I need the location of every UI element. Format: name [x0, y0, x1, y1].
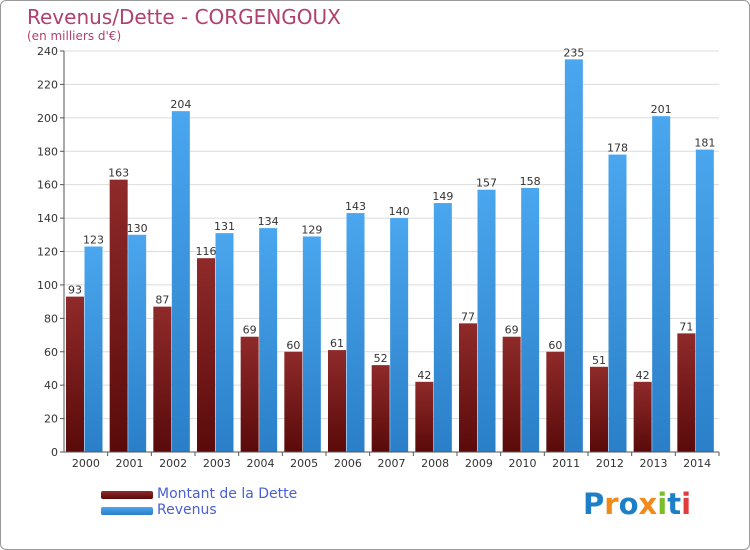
y-tick-label: 200 — [37, 112, 58, 125]
x-tick-label: 2009 — [465, 457, 493, 470]
chart-title: Revenus/Dette - CORGENGOUX — [27, 5, 341, 29]
legend-label-revenue: Revenus — [157, 502, 217, 518]
x-tick-label: 2002 — [159, 457, 187, 470]
x-tick-label: 2011 — [552, 457, 580, 470]
data-label-revenue: 178 — [607, 142, 628, 155]
legend-swatch-debt — [101, 491, 153, 499]
bar-revenue — [171, 111, 190, 453]
bar-debt — [415, 381, 434, 452]
bar-revenue — [390, 218, 409, 452]
x-tick-label: 2008 — [421, 457, 449, 470]
y-tick-label: 140 — [37, 212, 58, 225]
bar-revenue — [128, 234, 147, 452]
bar-revenue — [652, 116, 671, 452]
data-label-revenue: 181 — [694, 137, 715, 150]
legend-swatch-revenue — [101, 507, 153, 515]
data-label-revenue: 158 — [520, 175, 541, 188]
bar-revenue — [477, 189, 496, 452]
data-label-revenue: 235 — [563, 46, 584, 59]
bar-debt — [197, 258, 215, 452]
data-label-revenue: 157 — [476, 177, 497, 190]
y-tick-label: 40 — [44, 379, 58, 392]
data-label-debt: 61 — [330, 337, 344, 350]
data-label-debt: 69 — [505, 324, 519, 337]
bar-revenue — [346, 213, 365, 452]
bar-debt — [284, 351, 303, 452]
bar-revenue — [521, 188, 540, 452]
proxiti-logo: Proxiti — [583, 487, 692, 521]
data-label-debt: 71 — [679, 320, 693, 333]
bar-revenue — [608, 154, 627, 452]
chart-subtitle: (en milliers d'€) — [27, 29, 122, 43]
bar-revenue — [564, 59, 583, 453]
y-tick-label: 60 — [44, 346, 58, 359]
data-label-revenue: 143 — [345, 200, 366, 213]
data-label-debt: 42 — [417, 369, 431, 382]
bar-debt — [546, 351, 565, 452]
bar-revenue — [84, 246, 103, 452]
x-tick-label: 2013 — [640, 457, 668, 470]
y-tick-label: 240 — [37, 45, 58, 58]
y-tick-label: 100 — [37, 279, 58, 292]
bar-revenue — [215, 233, 234, 452]
data-label-debt: 77 — [461, 310, 475, 323]
data-label-revenue: 123 — [83, 233, 104, 246]
bar-debt — [590, 366, 608, 452]
x-tick-label: 2001 — [116, 457, 144, 470]
x-tick-label: 2014 — [683, 457, 711, 470]
y-tick-label: 180 — [37, 145, 58, 158]
data-label-debt: 51 — [592, 354, 606, 367]
bar-revenue — [695, 149, 714, 452]
data-label-debt: 69 — [243, 324, 257, 337]
bar-debt — [677, 333, 696, 452]
bar-debt — [109, 179, 128, 452]
x-tick-label: 2005 — [290, 457, 318, 470]
data-label-revenue: 131 — [214, 220, 235, 233]
data-label-debt: 163 — [108, 167, 129, 180]
x-tick-label: 2006 — [334, 457, 362, 470]
y-tick-label: 120 — [37, 246, 58, 259]
bar-debt — [371, 365, 390, 452]
bar-debt — [66, 296, 84, 452]
data-label-debt: 60 — [548, 339, 562, 352]
y-tick-label: 0 — [51, 446, 58, 459]
data-label-debt: 116 — [196, 245, 217, 258]
bar-revenue — [433, 203, 452, 452]
data-label-debt: 93 — [68, 284, 82, 297]
x-tick-label: 2000 — [72, 457, 100, 470]
legend-label-debt: Montant de la Dette — [157, 486, 298, 502]
x-tick-label: 2003 — [203, 457, 231, 470]
data-label-debt: 60 — [286, 339, 300, 352]
data-label-revenue: 140 — [389, 205, 410, 218]
data-label-debt: 42 — [636, 369, 650, 382]
bar-debt — [502, 336, 521, 452]
data-label-debt: 87 — [155, 294, 169, 307]
data-label-debt: 52 — [374, 352, 388, 365]
y-tick-label: 220 — [37, 78, 58, 91]
bar-debt — [153, 306, 172, 452]
bar-revenue — [259, 228, 278, 452]
data-label-revenue: 130 — [127, 222, 148, 235]
bar-debt — [633, 381, 652, 452]
bar-debt — [328, 350, 346, 452]
x-tick-label: 2012 — [596, 457, 624, 470]
data-label-revenue: 134 — [258, 215, 279, 228]
x-tick-label: 2004 — [247, 457, 275, 470]
y-tick-label: 160 — [37, 179, 58, 192]
data-label-revenue: 149 — [432, 190, 453, 203]
y-tick-label: 20 — [44, 413, 58, 426]
data-label-revenue: 129 — [301, 223, 322, 236]
x-tick-label: 2010 — [509, 457, 537, 470]
bar-revenue — [302, 236, 321, 452]
bar-debt — [459, 323, 477, 452]
y-tick-label: 80 — [44, 312, 58, 325]
data-label-revenue: 201 — [651, 103, 672, 116]
x-tick-label: 2007 — [378, 457, 406, 470]
data-label-revenue: 204 — [170, 98, 191, 111]
bar-debt — [240, 336, 259, 452]
